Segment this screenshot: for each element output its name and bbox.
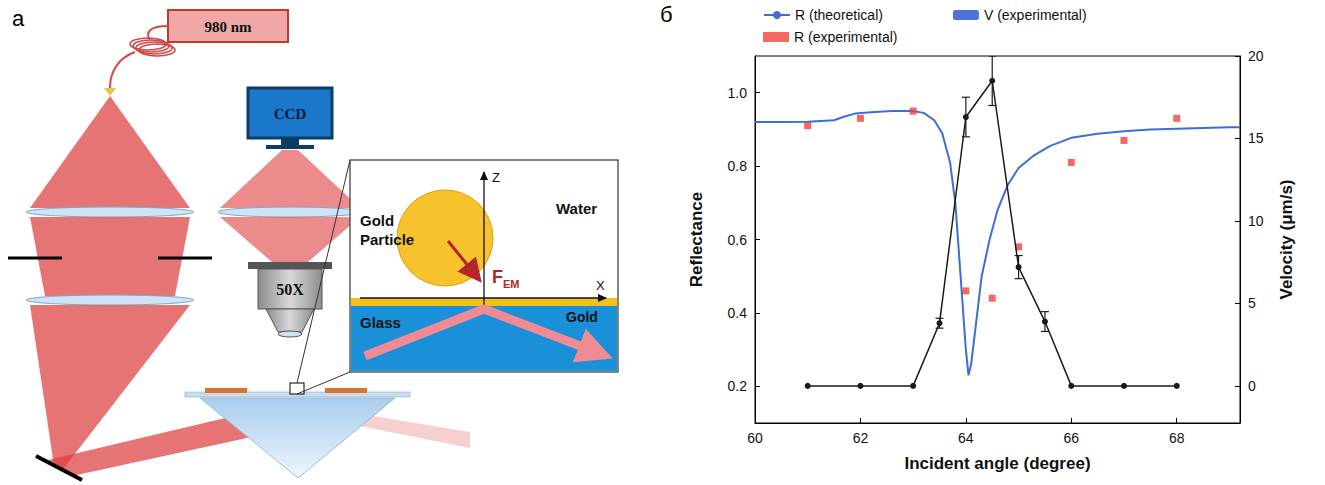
- svg-text:FEM: FEM: [492, 267, 520, 290]
- svg-text:CCD: CCD: [274, 106, 307, 122]
- svg-text:Z: Z: [492, 170, 500, 185]
- svg-text:0.6: 0.6: [728, 232, 748, 248]
- svg-text:68: 68: [1169, 430, 1185, 446]
- svg-text:Velocity (μm/s): Velocity (μm/s): [1277, 180, 1296, 300]
- svg-text:15: 15: [1248, 130, 1264, 146]
- svg-text:1.0: 1.0: [728, 85, 748, 101]
- svg-text:66: 66: [1064, 430, 1080, 446]
- svg-text:Gold: Gold: [566, 309, 598, 325]
- svg-text:а: а: [12, 6, 25, 31]
- svg-text:5: 5: [1248, 295, 1256, 311]
- svg-text:Reflectance: Reflectance: [687, 192, 706, 287]
- svg-text:62: 62: [853, 430, 869, 446]
- svg-text:Water: Water: [556, 200, 597, 217]
- svg-text:X: X: [596, 278, 605, 293]
- svg-text:0.2: 0.2: [728, 378, 748, 394]
- svg-text:V (experimental): V (experimental): [984, 7, 1087, 23]
- svg-text:R (theoretical): R (theoretical): [795, 7, 883, 23]
- svg-text:Incident angle (degree): Incident angle (degree): [904, 454, 1090, 473]
- svg-text:R (experimental): R (experimental): [794, 29, 897, 45]
- svg-text:60: 60: [747, 430, 763, 446]
- svg-text:20: 20: [1248, 48, 1264, 64]
- svg-text:64: 64: [958, 430, 974, 446]
- svg-text:50X: 50X: [276, 281, 304, 298]
- svg-text:980 nm: 980 nm: [204, 19, 252, 35]
- svg-text:Glass: Glass: [360, 314, 401, 331]
- svg-text:10: 10: [1248, 213, 1264, 229]
- svg-text:0.4: 0.4: [728, 305, 748, 321]
- html-text:б: б: [660, 2, 673, 27]
- svg-text:0.8: 0.8: [728, 158, 748, 174]
- svg-text:0: 0: [1248, 378, 1256, 394]
- svg-text:GoldParticle: GoldParticle: [360, 212, 414, 248]
